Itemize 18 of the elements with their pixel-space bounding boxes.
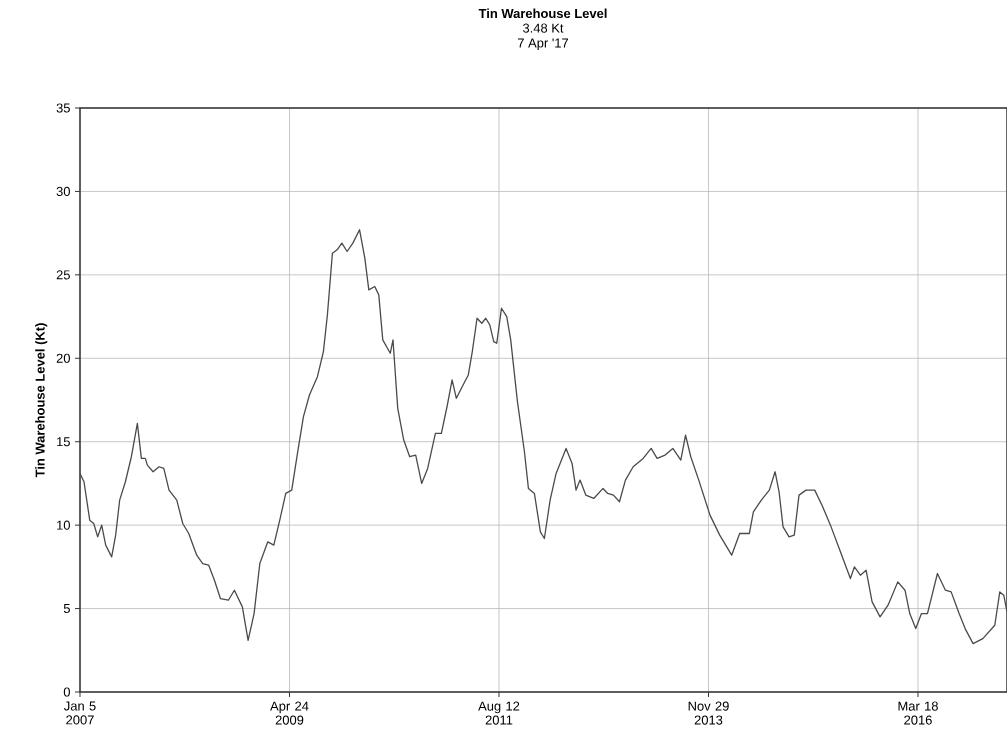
y-axis-title: Tin Warehouse Level (Kt) xyxy=(35,323,48,478)
y-tick-label: 5 xyxy=(63,604,70,614)
y-tick-label: 10 xyxy=(57,520,70,530)
y-tick-label: 15 xyxy=(57,437,70,447)
y-tick-label: 0 xyxy=(63,687,70,697)
y-tick-label: 25 xyxy=(56,270,70,280)
x-tick-label: Aug 12 2011 xyxy=(478,701,520,725)
y-tick-label: 35 xyxy=(56,103,70,113)
x-tick-label: Nov 29 2013 xyxy=(688,701,729,725)
chart-subtitle: 3.48 Kt xyxy=(522,23,564,33)
x-tick-label: Apr 24 2009 xyxy=(270,701,309,725)
y-tick-label: 20 xyxy=(56,353,70,363)
x-tick-label: Mar 18 2016 xyxy=(898,701,938,725)
chart-title: Tin Warehouse Level xyxy=(478,8,607,19)
x-tick-label: Jan 5 2007 xyxy=(64,701,96,725)
text: 7 Apr '17 xyxy=(517,38,569,51)
y-tick-label: 30 xyxy=(56,186,70,197)
line-series xyxy=(80,229,1007,645)
